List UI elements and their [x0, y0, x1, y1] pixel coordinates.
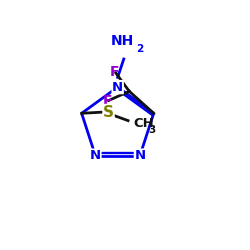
Text: F: F	[102, 94, 112, 108]
Text: 2: 2	[136, 44, 144, 54]
Text: N: N	[112, 80, 123, 94]
Text: N: N	[134, 149, 145, 162]
Text: F: F	[110, 65, 119, 79]
Text: 3: 3	[148, 125, 155, 135]
Text: N: N	[90, 149, 101, 162]
Text: S: S	[103, 104, 114, 120]
Text: NH: NH	[111, 34, 134, 48]
Text: CH: CH	[133, 116, 154, 130]
